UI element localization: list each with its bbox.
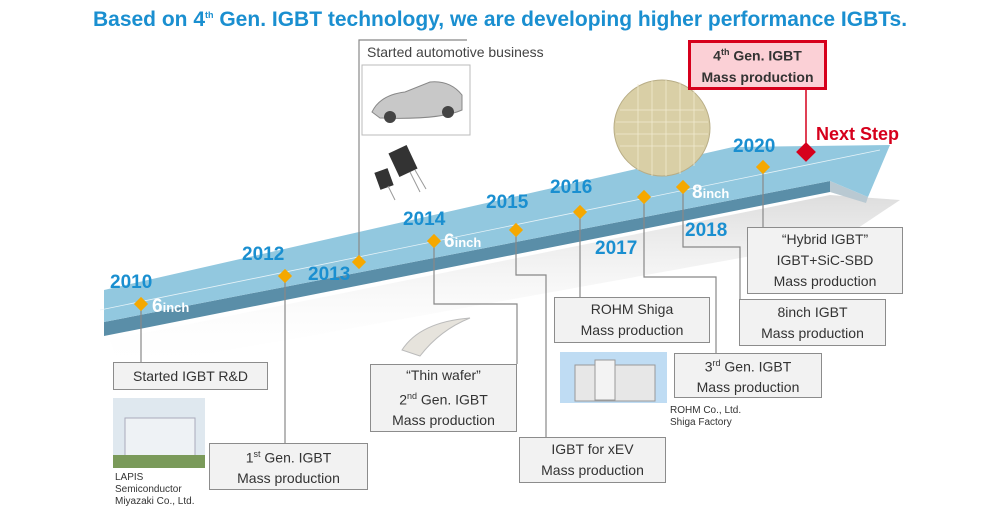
lapis-building-photo	[113, 398, 205, 468]
wafer-size-8inch-2018: 8inch	[692, 182, 730, 203]
milestone-2015-marker	[508, 222, 524, 238]
car-photo	[361, 64, 471, 136]
next-step-label: Next Step	[816, 124, 900, 144]
arrow-shadow	[110, 195, 900, 370]
year-2012: 2012	[242, 244, 285, 265]
8inch-igbt-box: 8inch IGBT Mass production	[739, 299, 886, 346]
year-2014: 2014	[403, 209, 446, 230]
milestone-2016-marker	[572, 204, 588, 220]
wafer-8inch-photo	[613, 79, 711, 177]
year-2020: 2020	[733, 136, 776, 157]
year-2015: 2015	[486, 192, 529, 213]
year-2016: 2016	[550, 177, 593, 198]
thin-wafer-box: “Thin wafer” 2nd Gen. IGBT Mass producti…	[370, 364, 517, 432]
rohm-shiga-box: ROHM Shiga Mass production	[554, 297, 710, 343]
wafer-size-6inch-2014: 6inch	[444, 231, 482, 252]
milestone-2010-marker	[133, 296, 149, 312]
timeline-arrow	[104, 145, 890, 322]
arrow-highlight	[99, 149, 881, 311]
year-2013: 2013	[308, 264, 351, 285]
wafer-size-6inch-2010: 6inch	[152, 296, 190, 317]
igbt-rd-box: Started IGBT R&D	[113, 362, 268, 390]
milestone-2020-marker	[755, 159, 771, 175]
year-2010: 2010	[110, 272, 153, 293]
gen4-box: 4th Gen. IGBT Mass production	[688, 40, 827, 90]
igbt-package-photo	[374, 144, 427, 201]
shiga-factory-photo	[560, 352, 667, 403]
page-title: Based on 4th Gen. IGBT technology, we ar…	[92, 8, 908, 31]
hybrid-igbt-box: “Hybrid IGBT” IGBT+SiC-SBD Mass production	[747, 227, 903, 294]
lapis-caption: LAPIS Semiconductor Miyazaki Co., Ltd.	[115, 472, 195, 507]
arrow-head-side	[830, 181, 868, 203]
gen1-box: 1st Gen. IGBT Mass production	[209, 443, 368, 490]
xev-box: IGBT for xEV Mass production	[519, 437, 666, 483]
milestone-2018-marker	[675, 179, 691, 195]
milestone-2017-marker	[636, 189, 652, 205]
connector-lines	[140, 39, 764, 443]
year-2017: 2017	[595, 238, 638, 259]
shiga-factory-caption: ROHM Co., Ltd. Shiga Factory	[670, 405, 742, 428]
automotive-label: Started automotive business	[367, 44, 544, 60]
milestone-2013-marker	[351, 254, 367, 270]
milestone-2012-marker	[277, 268, 293, 284]
milestone-2014-marker	[426, 233, 442, 249]
thin-wafer-photo	[401, 317, 471, 357]
year-2018: 2018	[685, 220, 728, 241]
gen3-box: 3rd Gen. IGBT Mass production	[674, 353, 822, 398]
